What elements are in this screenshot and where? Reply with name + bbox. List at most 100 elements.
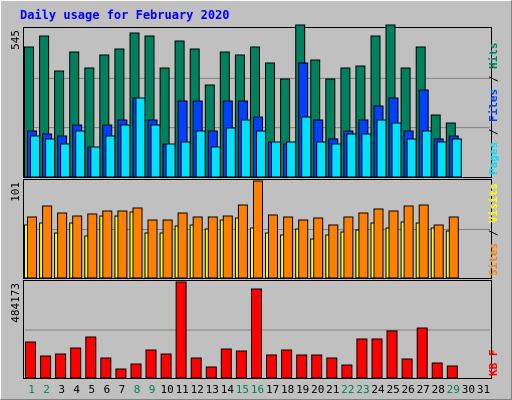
bar-pages-24: [376, 119, 387, 178]
bar-pages-18: [286, 141, 297, 178]
x-label-day-9: 9: [149, 383, 156, 396]
bar-pages-6: [105, 135, 116, 178]
bar-kb-f-14: [220, 348, 232, 379]
bar-sites-21: [328, 224, 339, 279]
legend-label-kbf: KB F: [487, 350, 500, 377]
bar-pages-28: [436, 141, 447, 178]
bar-pages-11: [180, 141, 191, 178]
x-label-day-18: 18: [281, 383, 294, 396]
legend-label-visits-sites: Sites / Visits: [487, 183, 500, 276]
bar-sites-7: [117, 210, 128, 279]
bar-kb-f-25: [386, 330, 398, 379]
x-label-day-27: 27: [417, 383, 430, 396]
legend-part: Pages: [487, 142, 500, 175]
bar-sites-25: [388, 210, 399, 279]
bar-pages-8: [135, 97, 146, 178]
bar-pages-21: [331, 143, 342, 178]
legend-part: Sites: [487, 243, 500, 276]
bar-kb-f-11: [175, 281, 187, 379]
bar-pages-14: [225, 127, 236, 178]
x-label-day-22: 22: [341, 383, 354, 396]
bar-kb-f-29: [446, 365, 458, 379]
x-label-day-4: 4: [73, 383, 80, 396]
bar-pages-3: [60, 143, 71, 178]
ymax-label-kbf: 484173: [9, 283, 22, 323]
bar-kb-f-13: [205, 366, 217, 379]
chart-title: Daily usage for February 2020: [20, 8, 230, 22]
bar-sites-3: [57, 212, 68, 279]
x-label-day-6: 6: [104, 383, 111, 396]
legend-part: Hits: [487, 43, 500, 70]
bar-sites-5: [87, 213, 98, 279]
bar-pages-19: [301, 116, 312, 178]
x-label-day-31: 31: [477, 383, 490, 396]
bar-sites-18: [283, 216, 294, 279]
bar-kb-f-5: [85, 336, 97, 379]
bar-kb-f-10: [160, 353, 172, 379]
bar-sites-2: [42, 205, 53, 279]
bar-pages-1: [30, 135, 40, 178]
bar-kb-f-20: [311, 354, 323, 379]
x-label-day-13: 13: [206, 383, 219, 396]
x-label-day-15: 15: [236, 383, 249, 396]
x-label-day-28: 28: [432, 383, 445, 396]
bar-kb-f-18: [281, 349, 293, 379]
bar-pages-17: [271, 141, 281, 178]
bar-kb-f-8: [130, 363, 142, 379]
bar-sites-13: [207, 216, 218, 279]
bar-sites-4: [72, 215, 83, 279]
bar-sites-16: [253, 180, 263, 279]
bar-sites-12: [192, 216, 203, 279]
x-label-day-12: 12: [191, 383, 204, 396]
bar-pages-29: [451, 138, 462, 178]
bar-pages-15: [240, 119, 251, 178]
bar-kb-f-22: [341, 364, 353, 379]
bar-kb-f-2: [40, 355, 52, 379]
x-label-day-29: 29: [447, 383, 460, 396]
ymax-label-hits-files-pages: 545: [9, 30, 22, 50]
x-label-day-30: 30: [462, 383, 475, 396]
x-label-day-5: 5: [88, 383, 95, 396]
x-label-day-8: 8: [134, 383, 141, 396]
bar-sites-1: [27, 216, 37, 279]
legend-part: KB F: [487, 350, 500, 377]
legend-label-hits-files-pages: Pages / Files / Hits: [487, 43, 500, 176]
legend-part: /: [487, 69, 500, 89]
bar-kb-f-28: [431, 362, 443, 379]
bar-sites-23: [358, 212, 369, 279]
bar-kb-f-24: [371, 338, 383, 379]
bar-kb-f-6: [100, 357, 112, 379]
x-label-day-17: 17: [266, 383, 279, 396]
bar-sites-19: [298, 219, 309, 279]
bar-pages-20: [316, 141, 327, 178]
bar-kb-f-3: [55, 353, 67, 379]
bar-sites-14: [222, 215, 233, 279]
bar-pages-2: [45, 138, 56, 178]
x-label-day-20: 20: [311, 383, 324, 396]
bar-pages-9: [150, 124, 161, 178]
x-label-day-23: 23: [356, 383, 369, 396]
bar-pages-7: [120, 124, 131, 178]
bar-kb-f-23: [356, 338, 368, 379]
x-label-day-26: 26: [401, 383, 414, 396]
x-label-day-16: 16: [251, 383, 264, 396]
legend-part: Visits: [487, 183, 500, 223]
bar-pages-27: [421, 130, 432, 178]
bar-kb-f-17: [266, 354, 277, 379]
x-label-day-3: 3: [58, 383, 65, 396]
bar-sites-8: [132, 207, 143, 279]
bar-sites-10: [162, 219, 173, 279]
bar-pages-12: [195, 130, 206, 178]
legend-part: /: [487, 122, 500, 142]
bar-sites-6: [102, 210, 113, 279]
bar-kb-f-12: [190, 357, 202, 379]
x-label-day-2: 2: [43, 383, 50, 396]
bar-sites-15: [237, 204, 248, 279]
bar-kb-f-15: [235, 350, 247, 379]
legend-part: Files: [487, 89, 500, 122]
x-label-day-14: 14: [221, 383, 235, 396]
bar-sites-9: [147, 219, 158, 279]
bar-kb-f-27: [416, 327, 428, 379]
